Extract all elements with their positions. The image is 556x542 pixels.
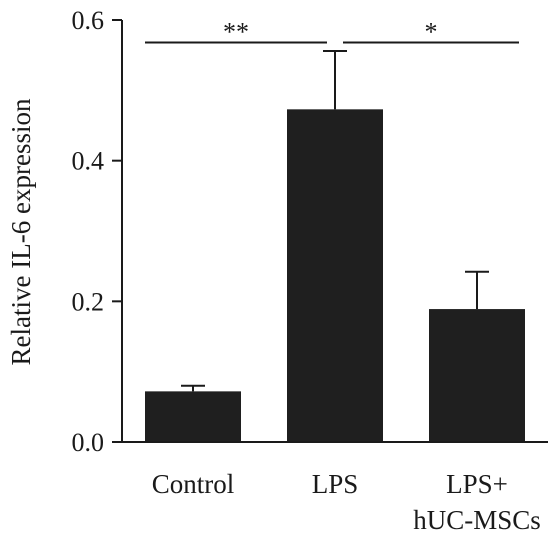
x-category-label: LPS+ <box>446 469 508 499</box>
y-tick-label: 0.6 <box>72 6 105 35</box>
bar <box>429 309 525 442</box>
x-category-label: Control <box>152 469 235 499</box>
x-category-label: LPS <box>312 469 359 499</box>
significance-label: * <box>425 18 438 47</box>
y-axis-title: Relative IL-6 expression <box>6 98 36 365</box>
y-tick-label: 0.4 <box>72 147 105 176</box>
y-tick-label: 0.2 <box>72 287 105 316</box>
bar <box>145 391 241 442</box>
y-tick-label: 0.0 <box>72 428 105 457</box>
bar <box>287 109 383 442</box>
x-category-label: hUC-MSCs <box>413 505 541 535</box>
significance-label: ** <box>223 18 249 47</box>
